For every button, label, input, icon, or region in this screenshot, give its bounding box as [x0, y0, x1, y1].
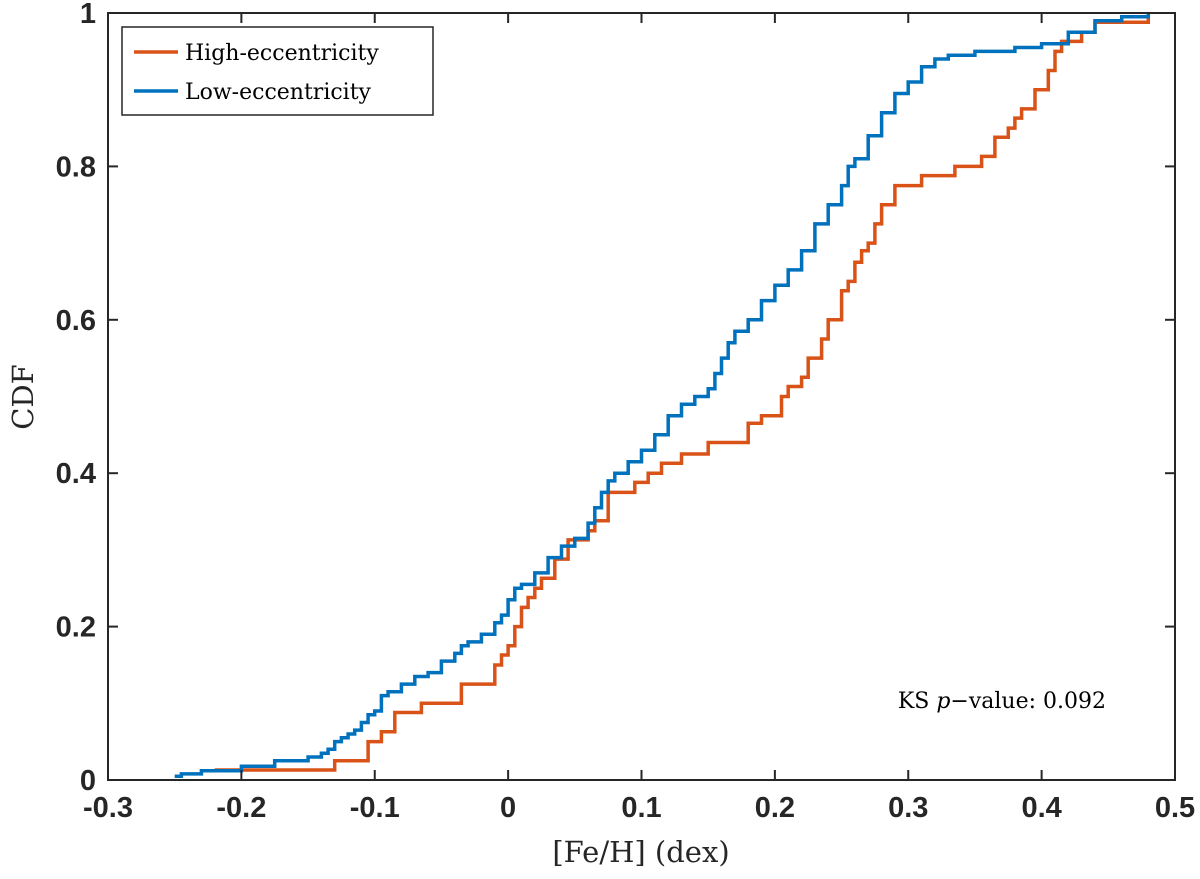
legend-box: [121, 26, 434, 116]
x-tick-label: 0.2: [755, 792, 795, 824]
axis-tick-labels-group: -0.3 -0.2 -0.1 0 0.1 0.2 0.3 0.4 0.5 0 0.2 0.4 0.6 0.…: [56, 0, 1195, 824]
legend-label-low-eccentricity: Low-eccentricity: [185, 80, 372, 105]
x-axis-title: [Fe/H] (dex): [552, 835, 729, 869]
legend-label-high-eccentricity: High-eccentricity: [185, 41, 379, 66]
x-tick-label: -0.3: [83, 792, 133, 824]
y-tick-label: 0: [80, 765, 96, 797]
y-axis-title: CDF: [6, 364, 40, 430]
x-tick-label: -0.2: [216, 792, 266, 824]
ks-pvalue-annotation: KS p−value: 0.092: [898, 689, 1106, 714]
x-tick-label: -0.1: [350, 792, 400, 824]
x-tick-label: 0.1: [621, 792, 661, 824]
y-tick-label: 0.4: [56, 458, 96, 490]
x-tick-label: 0.3: [888, 792, 928, 824]
series-line-low-eccentricity: [174, 13, 1151, 778]
x-tick-label: 0.4: [1021, 792, 1061, 824]
y-tick-label: 1: [80, 0, 96, 30]
y-tick-label: 0.8: [56, 151, 96, 183]
x-tick-label: 0.5: [1155, 792, 1195, 824]
x-tick-label: 0: [500, 792, 516, 824]
series-line-high-eccentricity: [214, 13, 1151, 772]
legend: High-eccentricity Low-eccentricity: [121, 26, 434, 116]
axis-ticks-group: [107, 12, 1176, 781]
plot-series-group: [174, 13, 1151, 778]
y-tick-label: 0.6: [56, 305, 96, 337]
y-tick-label: 0.2: [56, 612, 96, 644]
